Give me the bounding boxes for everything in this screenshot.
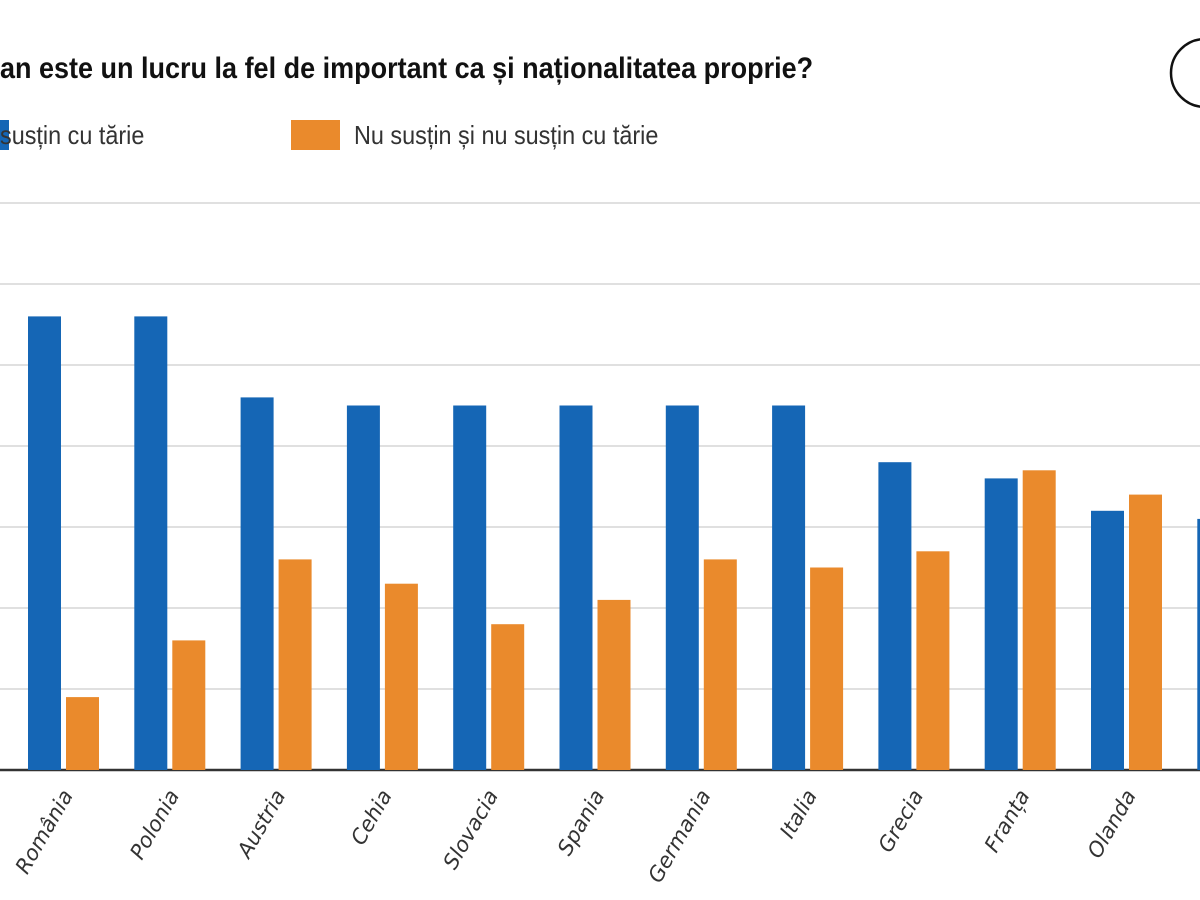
x-tick-label: Franța: [980, 786, 1035, 857]
bar-blue: [346, 405, 380, 770]
x-tick-label: Austria: [232, 786, 291, 864]
bar-blue: [1091, 510, 1124, 770]
bar-blue: [28, 316, 61, 770]
bar-orange: [384, 583, 418, 770]
x-tick-label: Polonia: [125, 786, 184, 864]
bar-orange: [1022, 470, 1056, 770]
bar-blue: [984, 478, 1018, 770]
x-tick-label: Grecia: [873, 786, 928, 857]
bar-blue: [559, 405, 593, 770]
bar-orange: [810, 567, 844, 770]
bar-orange: [1129, 494, 1162, 770]
x-tick-label: Slovacia: [438, 786, 503, 874]
bar-blue: [772, 405, 806, 770]
bar-orange: [66, 697, 99, 770]
legend-swatch-orange: [291, 120, 340, 150]
legend-label-blue: susțin cu tărie: [0, 120, 145, 150]
bar-orange: [916, 551, 950, 770]
logo-circle-icon: [1169, 38, 1200, 108]
bar-orange: [597, 599, 631, 770]
bar-orange: [703, 559, 737, 770]
bar-blue: [665, 405, 699, 770]
bar-orange: [172, 640, 206, 770]
bar-orange: [491, 624, 525, 770]
bar-blue: [240, 397, 274, 770]
x-tick-label: Olanda: [1083, 786, 1141, 863]
bar-blue: [1197, 518, 1200, 770]
x-tick-label: Germania: [643, 786, 715, 887]
legend-swatch-blue: [0, 120, 9, 150]
bar-blue: [453, 405, 487, 770]
bar-orange: [278, 559, 312, 770]
legend-label-orange: Nu susțin și nu susțin cu tărie: [354, 120, 659, 150]
x-tick-label: Spania: [553, 786, 610, 860]
bar-blue: [134, 316, 168, 770]
x-tick-label: România: [11, 786, 78, 878]
chart-title: an este un lucru la fel de important ca …: [0, 52, 814, 85]
bar-blue: [878, 462, 912, 770]
x-tick-label: Cehia: [346, 786, 397, 850]
x-tick-label: Italia: [775, 786, 822, 843]
